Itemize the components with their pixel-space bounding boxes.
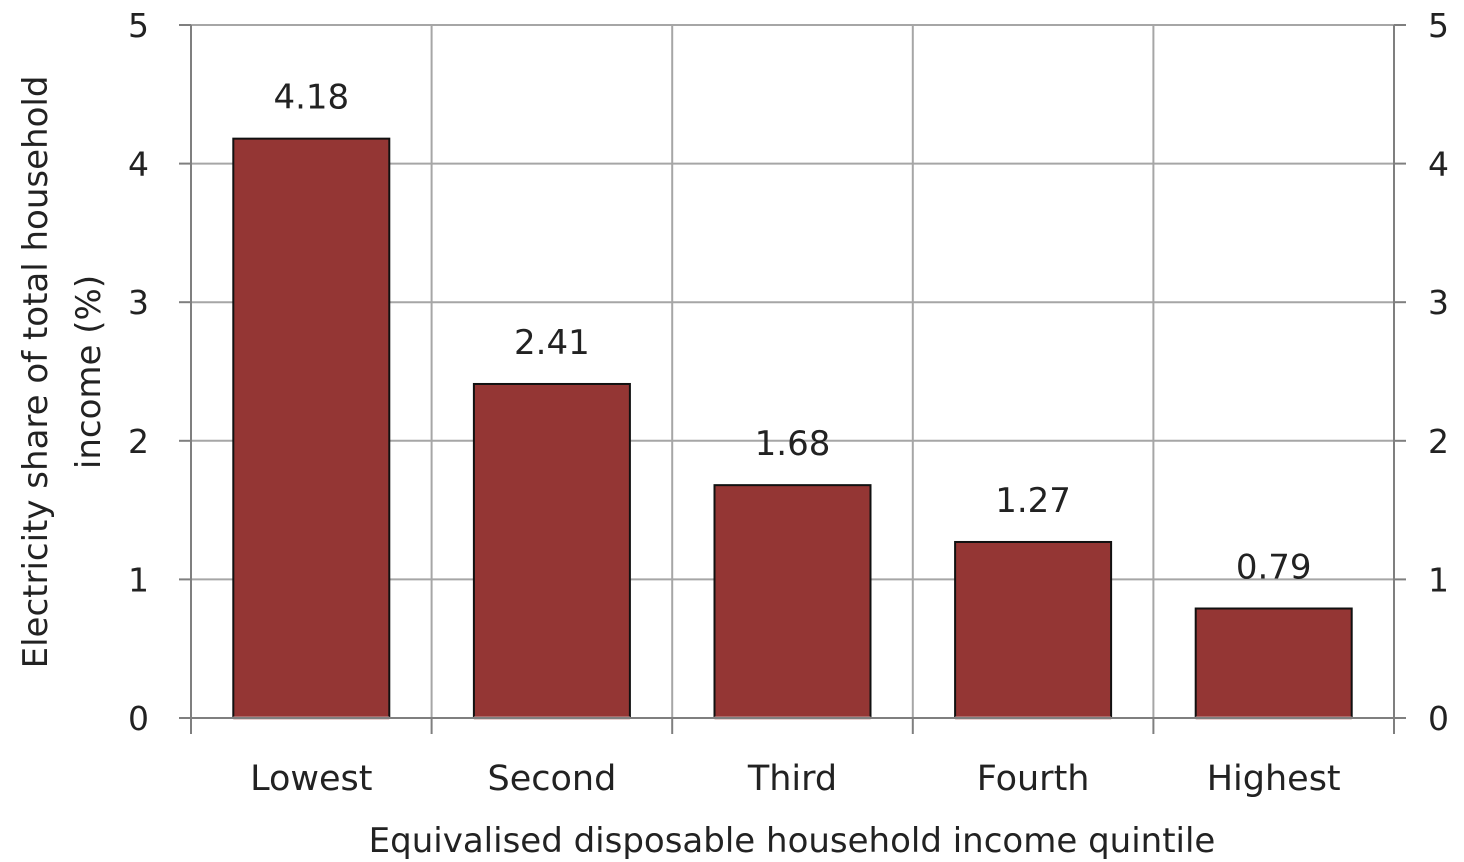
data-label-highest: 0.79 bbox=[1236, 548, 1312, 588]
data-label-lowest: 4.18 bbox=[273, 78, 349, 118]
y-tick-label-right: 5 bbox=[1428, 6, 1449, 45]
y-tick-label-left: 2 bbox=[128, 422, 149, 461]
x-tick-label-highest: Highest bbox=[1207, 759, 1341, 799]
y-tick-label-left: 1 bbox=[128, 560, 149, 599]
y-tick-label-right: 1 bbox=[1428, 560, 1449, 599]
y-tick-label-left: 3 bbox=[128, 283, 149, 322]
x-tick-label-third: Third bbox=[747, 759, 837, 799]
bar-lowest bbox=[232, 137, 391, 720]
data-label-fourth: 1.27 bbox=[995, 481, 1071, 521]
bar-second bbox=[472, 382, 631, 719]
bars bbox=[232, 137, 1353, 720]
bar-third bbox=[713, 484, 872, 720]
gridlines bbox=[191, 24, 1394, 718]
y-tick-label-right: 2 bbox=[1428, 422, 1449, 461]
x-tick-label-lowest: Lowest bbox=[250, 759, 372, 799]
y-tick-label-left: 4 bbox=[128, 145, 149, 184]
bar-highest bbox=[1194, 607, 1353, 719]
axes bbox=[179, 24, 1406, 734]
y-axis-title-line-2: income (%) bbox=[69, 275, 109, 469]
y-tick-label-right: 4 bbox=[1428, 145, 1449, 184]
bar-fourth bbox=[954, 540, 1113, 720]
data-label-third: 1.68 bbox=[755, 424, 831, 464]
labels: 0 0 1 1 2 2 3 3 4 4 5 5 4.18 Lowest 2.41 Second 1.68 Thir… bbox=[128, 6, 1449, 799]
y-tick-label-left: 5 bbox=[128, 6, 149, 45]
data-label-second: 2.41 bbox=[514, 323, 590, 363]
y-tick-label-right: 3 bbox=[1428, 283, 1449, 322]
x-axis-title: Equivalised disposable household income … bbox=[369, 821, 1216, 861]
x-tick-label-fourth: Fourth bbox=[977, 759, 1090, 799]
y-tick-label-left: 0 bbox=[128, 699, 149, 738]
x-tick-label-second: Second bbox=[487, 759, 616, 799]
y-axis-title: Electricity share of total household bbox=[16, 76, 56, 669]
y-tick-label-right: 0 bbox=[1428, 699, 1449, 738]
